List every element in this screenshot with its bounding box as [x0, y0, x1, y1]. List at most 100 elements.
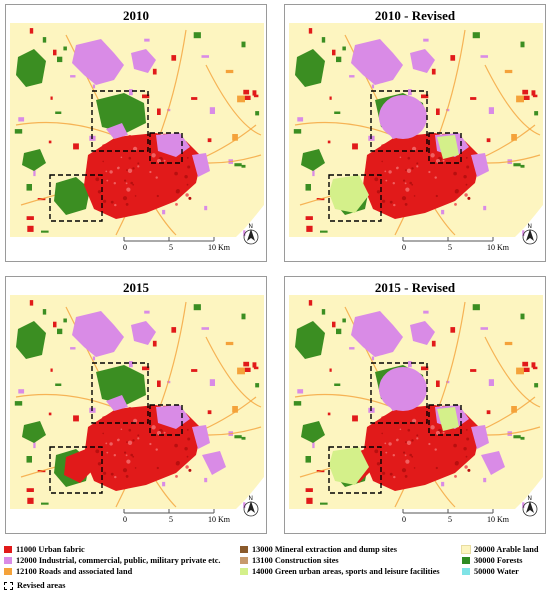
land-patch: [201, 327, 209, 330]
urban-texture-dot: [137, 437, 140, 440]
forest-area: [96, 365, 146, 405]
legend-swatch: [461, 545, 471, 554]
industrial-area: [192, 153, 210, 177]
urban-texture-dot: [388, 170, 392, 174]
panel-title: 2010 - Revised: [374, 8, 456, 23]
forest-area: [22, 421, 46, 443]
revised-green-urban-area: [329, 447, 369, 485]
urban-texture-dot: [399, 428, 402, 431]
urban-texture-dot: [128, 428, 132, 432]
land-patch: [252, 90, 257, 96]
urban-texture-dot: [188, 196, 192, 200]
urban-texture-dot: [399, 156, 402, 159]
urban-texture-dot: [404, 454, 407, 457]
forest-area: [295, 49, 325, 87]
urban-texture-dot: [186, 157, 189, 159]
urban-texture-dot: [110, 200, 114, 204]
urban-texture-dot: [407, 156, 411, 160]
urban-texture-dot: [127, 440, 133, 445]
urban-texture-dot: [156, 158, 162, 164]
scale-zero-label: 0: [402, 243, 406, 252]
land-patch: [308, 300, 313, 306]
scale-mid-label: 5: [448, 243, 452, 252]
urban-texture-dot: [413, 195, 416, 197]
legend-label: 13100 Construction sites: [252, 556, 339, 565]
urban-texture-dot: [175, 189, 180, 194]
urban-texture-dot: [155, 176, 158, 179]
forest-area: [295, 321, 325, 359]
land-patch: [522, 502, 525, 508]
urban-texture-dot: [406, 168, 412, 173]
panel-title: 2010: [123, 8, 149, 23]
land-patch: [480, 327, 488, 330]
map-panel-2015: N 2015 0 5 10 Km: [5, 276, 267, 534]
urban-texture-dot: [403, 179, 406, 182]
land-patch: [234, 435, 242, 439]
scale-end-label: 10 Km: [208, 515, 230, 524]
urban-texture-dot: [137, 165, 140, 168]
land-patch: [26, 216, 34, 220]
land-patch: [523, 95, 530, 100]
road-line: [205, 336, 262, 408]
urban-texture-dot: [412, 418, 417, 423]
urban-texture-dot: [434, 448, 437, 451]
urban-texture-dot: [467, 468, 471, 472]
land-patch: [171, 327, 177, 333]
land-patch: [92, 84, 96, 89]
legend-item-green-urban: 14000 Green urban areas, sports and leis…: [240, 567, 440, 576]
urban-texture-dot: [407, 428, 411, 432]
urban-texture-dot: [110, 472, 114, 476]
urban-texture-dot: [186, 183, 189, 186]
land-patch: [57, 56, 63, 63]
legend-item-revised-areas: Revised areas: [4, 581, 65, 590]
urban-texture-dot: [381, 160, 383, 163]
urban-texture-dot: [186, 429, 189, 431]
land-patch: [33, 170, 36, 177]
north-label: N: [249, 496, 253, 502]
urban-texture-dot: [430, 153, 435, 158]
legend-item-forests: 30000 Forests: [462, 556, 522, 565]
land-patch: [329, 96, 332, 100]
industrial-area: [351, 311, 403, 357]
urban-texture-dot: [382, 199, 386, 203]
industrial-area: [131, 49, 156, 73]
forest-area: [16, 321, 46, 359]
land-patch: [142, 366, 150, 371]
land-patch: [523, 367, 530, 372]
urban-texture-dot: [389, 200, 393, 204]
urban-texture-dot: [411, 439, 414, 442]
urban-texture-dot: [174, 443, 178, 448]
land-patch: [305, 456, 311, 463]
urban-texture-dot: [463, 447, 467, 451]
urban-texture-dot: [409, 181, 412, 185]
land-patch: [520, 436, 525, 440]
urban-texture-dot: [103, 471, 107, 475]
urban-texture-dot: [466, 437, 470, 441]
land-patch: [371, 84, 375, 89]
legend-swatch: [240, 546, 248, 553]
land-patch: [408, 361, 412, 368]
revised-green-urban-area: [437, 135, 459, 159]
land-patch: [27, 497, 34, 504]
legend-swatch: [462, 568, 470, 575]
urban-texture-dot: [188, 468, 192, 472]
land-patch: [431, 340, 436, 347]
land-patch: [26, 456, 32, 463]
land-patch: [129, 361, 133, 368]
urban-texture-dot: [134, 195, 137, 197]
urban-texture-dot: [454, 203, 457, 206]
land-patch: [336, 56, 342, 63]
land-patch: [225, 341, 234, 346]
legend-swatch: [4, 568, 12, 575]
land-patch: [201, 55, 209, 58]
urban-texture-dot: [114, 475, 117, 479]
urban-texture-dot: [442, 159, 445, 162]
land-patch: [244, 367, 251, 372]
land-patch: [70, 75, 76, 78]
legend-item-arable: 20000 Arable land: [461, 545, 539, 554]
legend-item-roads: 12100 Roads and associated land: [4, 567, 132, 576]
revised-area-box: [49, 174, 103, 222]
land-patch: [327, 140, 331, 144]
land-patch: [162, 481, 166, 487]
land-patch: [243, 502, 246, 508]
